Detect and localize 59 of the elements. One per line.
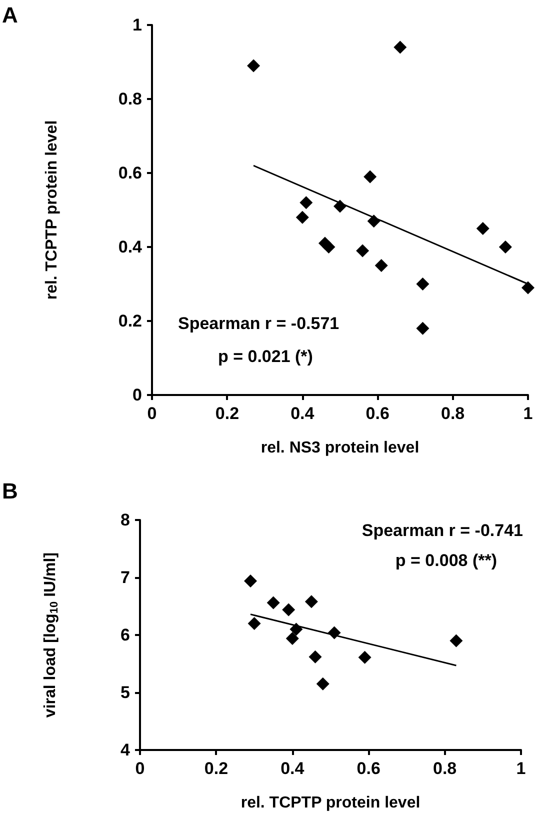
chart-title: A (2, 2, 18, 28)
annotation: Spearman r = -0.741 (362, 521, 524, 540)
annotation: p = 0.008 (**) (395, 551, 497, 570)
y-tick-label: 0 (132, 386, 142, 404)
point (328, 626, 341, 640)
point (266, 596, 280, 610)
y-tick-label: 0.4 (118, 238, 143, 256)
point (374, 259, 388, 272)
point (498, 240, 512, 254)
point (286, 632, 299, 645)
point (450, 634, 463, 648)
x-tick-label: 0.6 (356, 759, 380, 778)
point (522, 281, 534, 294)
y-tick-label: 7 (120, 568, 130, 587)
point (290, 622, 303, 636)
y-axis-title: rel. TCPTP protein level (44, 120, 60, 300)
point (316, 677, 330, 690)
x-tick-label: 0 (147, 404, 157, 423)
chart-title: B (2, 478, 18, 504)
y-axis-title: viral load [log10 IU/ml] (42, 552, 60, 718)
x-tick-label: 0.2 (204, 759, 228, 778)
x-axis-title: rel. NS3 protein level (260, 440, 420, 456)
point (394, 40, 407, 54)
y-tick-label: 1 (132, 16, 142, 34)
y-tick-label: 0.6 (118, 164, 142, 182)
point (322, 240, 336, 254)
y-tick-label: 6 (120, 626, 130, 644)
x-tick-label: 1 (516, 759, 526, 778)
x-tick-label: 0.6 (366, 404, 390, 423)
point (367, 214, 380, 228)
point (304, 595, 318, 608)
point (356, 244, 370, 258)
y-tick-label: 5 (120, 683, 130, 702)
x-tick-label: 0.8 (440, 404, 465, 423)
point (244, 574, 257, 588)
x-tick-label: 0.8 (432, 759, 457, 778)
point (364, 170, 377, 184)
point (476, 222, 490, 235)
x-tick-label: 0.4 (290, 404, 315, 423)
y-tick-label: 0.2 (118, 312, 142, 330)
point (296, 210, 309, 224)
annotation: Spearman r = -0.571 (178, 314, 340, 333)
point (282, 603, 296, 616)
point (416, 278, 430, 290)
x-tick-label: 0.2 (215, 404, 240, 423)
point (416, 322, 430, 335)
x-axis-title: rel. TCPTP protein level (240, 794, 420, 812)
annotation: p = 0.021 (*) (218, 347, 313, 366)
y-tick-label: 8 (120, 510, 130, 530)
point (334, 200, 346, 213)
x-tick-label: 1 (523, 404, 533, 423)
x-tick-label: 0.4 (280, 759, 305, 778)
y-tick-label: 0.8 (118, 90, 142, 108)
y-tick-label: 4 (120, 740, 131, 760)
point (300, 196, 313, 210)
point (248, 617, 261, 630)
point (308, 650, 322, 664)
point (358, 650, 372, 664)
point (247, 59, 260, 72)
